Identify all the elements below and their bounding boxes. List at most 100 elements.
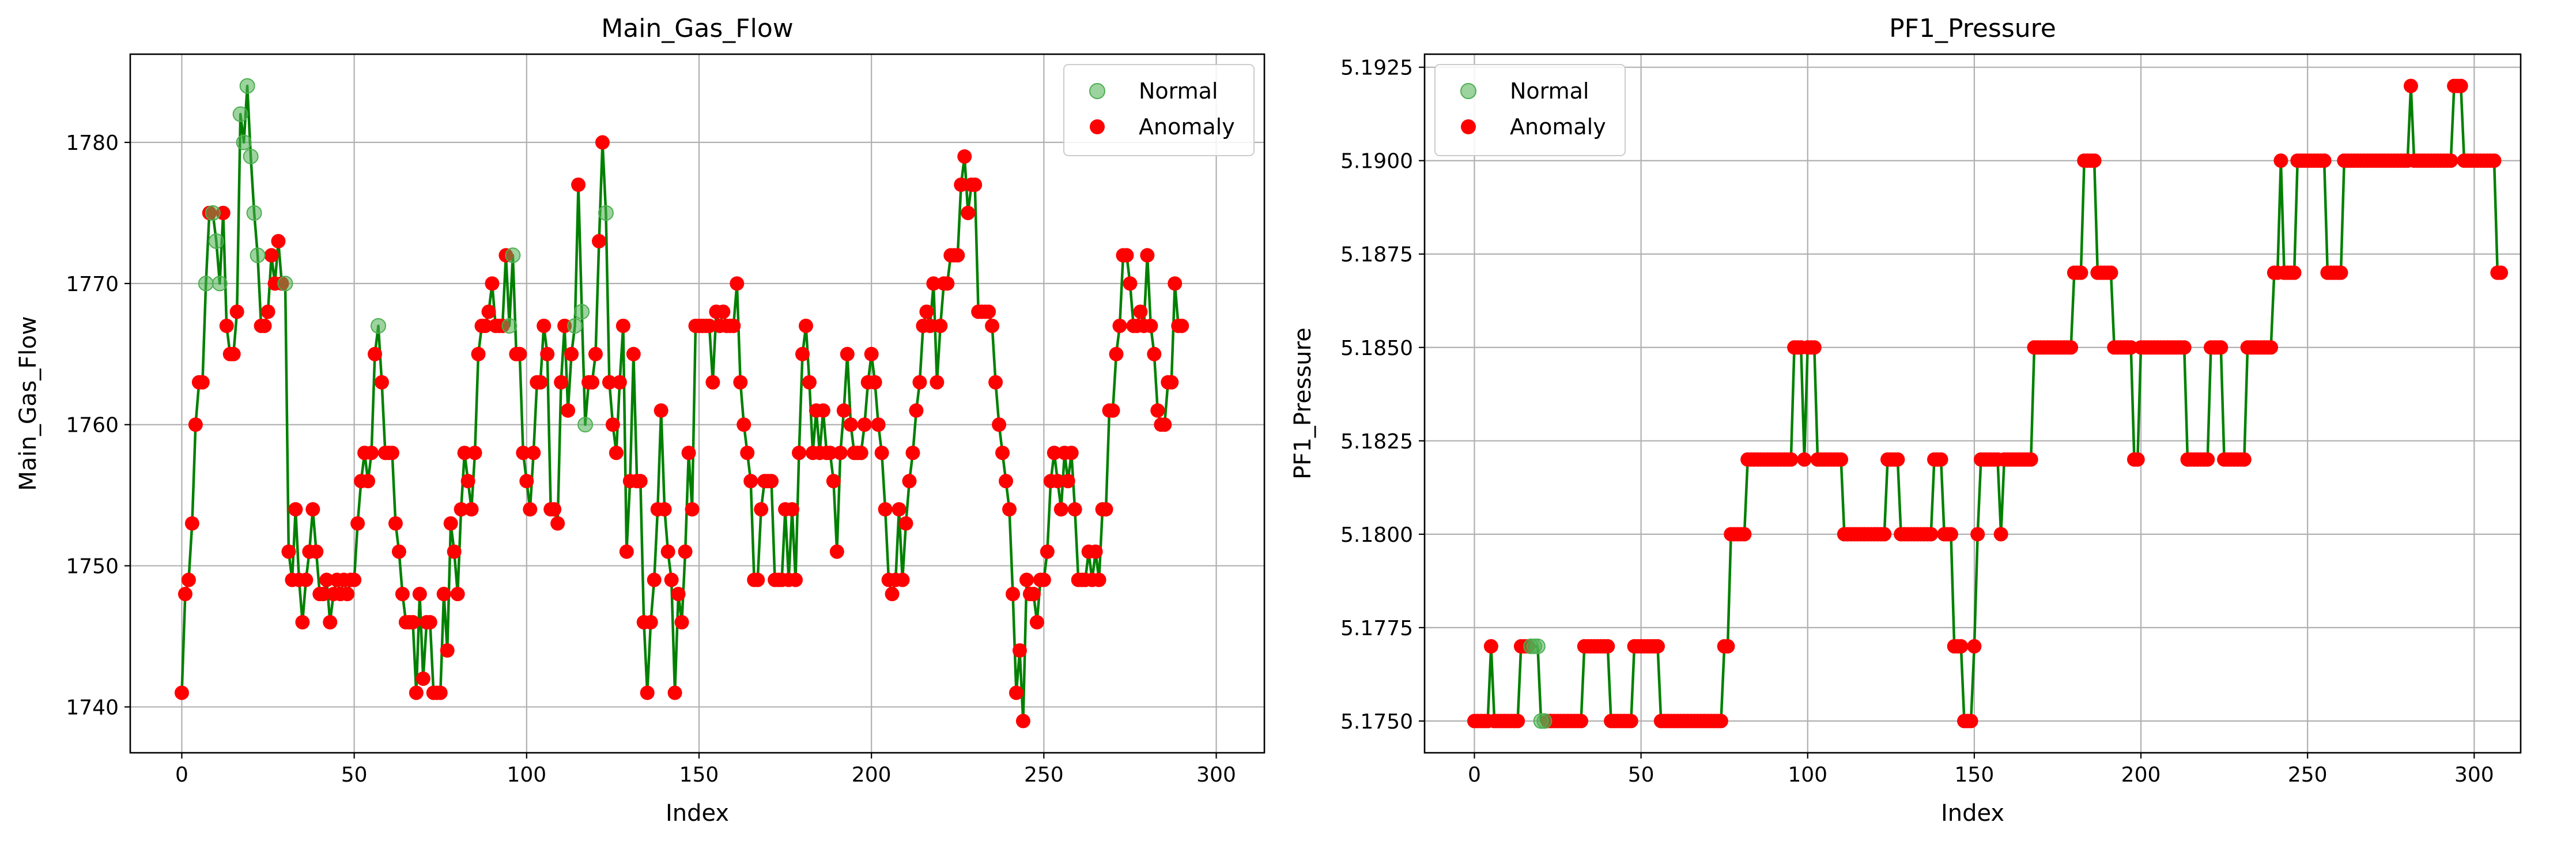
anomaly-point [1967, 639, 1982, 654]
anomaly-point [1174, 318, 1189, 333]
anomaly-point [561, 403, 576, 418]
anomaly-point [564, 346, 579, 361]
anomaly-point [1933, 452, 1948, 467]
anomaly-point [853, 446, 868, 461]
anomaly-point [481, 304, 496, 319]
anomaly-point [309, 544, 324, 559]
normal-point [567, 318, 583, 334]
legend-box [1434, 64, 1626, 156]
anomaly-point [667, 685, 682, 700]
y-tick-label: 5.1800 [1340, 523, 1413, 547]
anomaly-point [1012, 643, 1027, 658]
anomaly-point [788, 572, 803, 587]
anomaly-point [384, 446, 399, 461]
anomaly-point [319, 572, 334, 587]
x-tick-label: 300 [2454, 763, 2494, 787]
anomaly-point [1650, 639, 1665, 654]
normal-point [598, 205, 614, 221]
anomaly-point [1993, 527, 2008, 542]
anomaly-point [1943, 527, 1958, 542]
anomaly-point [702, 318, 717, 333]
anomaly-point [591, 233, 606, 248]
anomaly-point [992, 417, 1007, 432]
anomaly-point [2264, 340, 2279, 355]
anomaly-point [181, 572, 196, 587]
x-tick-label: 300 [1196, 763, 1236, 787]
anomaly-point [1109, 346, 1124, 361]
anomaly-point [2287, 265, 2302, 280]
anomaly-point [229, 304, 244, 319]
anomaly-point [840, 346, 855, 361]
anomaly-point [364, 446, 379, 461]
anomaly-point [305, 502, 320, 517]
anomaly-point [361, 474, 376, 489]
anomaly-point [657, 502, 672, 517]
anomaly-point [1029, 615, 1044, 630]
anomaly-point [1112, 318, 1127, 333]
anomaly-point [177, 587, 192, 602]
y-tick-label: 5.1775 [1340, 617, 1413, 640]
anomaly-point [815, 403, 830, 418]
legend-normal-marker [1460, 83, 1476, 99]
anomaly-point [467, 446, 482, 461]
y-tick-label: 5.1875 [1340, 243, 1413, 267]
anomaly-point [1963, 714, 1978, 729]
anomaly-point [1510, 714, 1525, 729]
anomaly-point [281, 544, 296, 559]
anomaly-point [257, 318, 272, 333]
legend-anomaly-marker [1090, 119, 1105, 134]
data-points [1467, 78, 2509, 729]
anomaly-point [1133, 304, 1148, 319]
legend-anomaly-label: Anomaly [1139, 114, 1235, 139]
anomaly-point [519, 474, 534, 489]
anomaly-point [1105, 403, 1120, 418]
anomaly-point [2064, 340, 2079, 355]
anomaly-point [1807, 340, 1822, 355]
anomaly-point [961, 205, 976, 220]
anomaly-point [405, 615, 420, 630]
anomaly-point [1834, 452, 1849, 467]
x-tick-label: 200 [2121, 763, 2161, 787]
anomaly-point [1164, 375, 1179, 390]
anomaly-point [660, 544, 675, 559]
anomaly-point [926, 276, 941, 291]
anomaly-point [1060, 474, 1075, 489]
anomaly-point [2214, 340, 2228, 355]
anomaly-point [388, 516, 403, 531]
normal-point [198, 276, 214, 292]
anomaly-point [2273, 153, 2288, 168]
anomaly-point [605, 417, 620, 432]
x-tick-label: 200 [852, 763, 892, 787]
axes-frame [1423, 53, 2522, 754]
anomaly-point [619, 544, 634, 559]
anomaly-point [2494, 265, 2509, 280]
normal-point [239, 78, 255, 94]
anomaly-point [184, 516, 199, 531]
anomaly-point [2237, 452, 2252, 467]
anomaly-point [422, 615, 437, 630]
normal-point [250, 247, 266, 263]
axes-frame [129, 53, 1266, 754]
x-tick-label: 150 [1955, 763, 1995, 787]
anomaly-point [2103, 265, 2118, 280]
normal-point [577, 417, 594, 433]
normal-point [501, 318, 518, 334]
x-axis-label: Index [1941, 800, 2004, 827]
y-tick-label: 5.1750 [1340, 710, 1413, 734]
y-axis-label: Main_Gas_Flow [15, 316, 41, 491]
anomaly-point [288, 502, 303, 517]
anomaly-point [588, 346, 603, 361]
anomaly-point [923, 318, 938, 333]
anomaly-point [2087, 153, 2102, 168]
anomaly-point [2317, 153, 2332, 168]
anomaly-point [1737, 527, 1752, 542]
anomaly-point [391, 544, 406, 559]
anomaly-point [602, 375, 617, 390]
anomaly-point [633, 474, 648, 489]
anomaly-point [798, 318, 813, 333]
anomaly-point [1047, 446, 1062, 461]
anomaly-point [1005, 587, 1020, 602]
series-line [1474, 84, 2501, 723]
anomaly-point [447, 544, 462, 559]
anomaly-point [433, 685, 448, 700]
